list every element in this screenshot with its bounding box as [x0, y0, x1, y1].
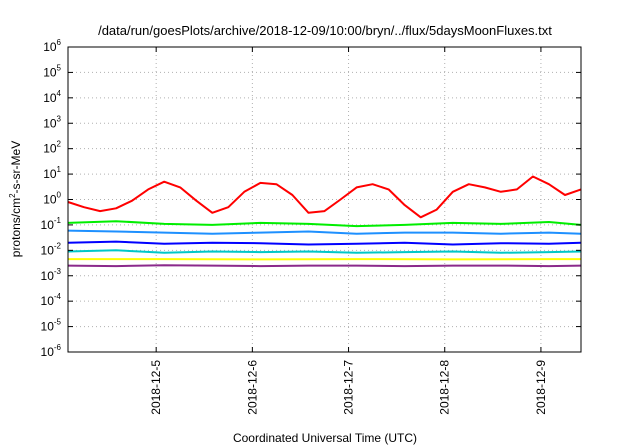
y-tick-label: 10-4 — [41, 292, 62, 308]
series-line-1 — [67, 175, 582, 219]
x-tick-label: 2018-12-6 — [245, 360, 259, 415]
x-axis-ticks: 2018-12-5 2018-12-6 2018-12-7 2018-12-8 2018… — [149, 47, 548, 415]
y-tick-label: 10-1 — [41, 216, 62, 232]
series-line-7 — [67, 264, 582, 268]
x-tick-label: 2018-12-5 — [149, 360, 163, 415]
x-tick-label: 2018-12-8 — [438, 360, 452, 415]
x-tick-label: 2018-12-7 — [342, 360, 356, 415]
grid-lines — [68, 47, 581, 352]
y-tick-label: 104 — [43, 89, 61, 105]
y-tick-label: 106 — [43, 38, 61, 54]
series-line-4 — [67, 240, 582, 246]
y-tick-label: 103 — [43, 114, 61, 130]
y-tick-label: 10-3 — [41, 267, 62, 283]
series-line-3 — [67, 229, 582, 235]
y-tick-label: 105 — [43, 63, 61, 79]
y-tick-label: 101 — [43, 165, 61, 181]
y-tick-label: 100 — [43, 191, 61, 207]
y-axis-label-base: protons/cm — [9, 198, 23, 257]
x-axis-label: Coordinated Universal Time (UTC) — [233, 431, 417, 445]
chart-title: /data/run/goesPlots/archive/2018-12-09/1… — [98, 23, 552, 38]
x-tick-label: 2018-12-9 — [534, 360, 548, 415]
series-line-5 — [67, 249, 582, 254]
y-tick-label: 10-6 — [41, 343, 62, 359]
series-line-2 — [67, 220, 582, 228]
y-tick-label: 10-5 — [41, 318, 62, 334]
series-layer — [67, 175, 582, 268]
y-axis-label: protons/cm2-s-sr-MeV — [8, 141, 23, 257]
y-tick-label: 10-2 — [41, 241, 62, 257]
y-tick-label: 102 — [43, 140, 61, 156]
y-axis-label-rest: -s-sr-MeV — [9, 141, 23, 194]
y-axis-ticks: 10-6 10-5 10-4 10-3 10-2 10-1 100 101 102 103 104 1… — [41, 38, 581, 359]
y-axis-label-sup: 2 — [8, 193, 17, 198]
